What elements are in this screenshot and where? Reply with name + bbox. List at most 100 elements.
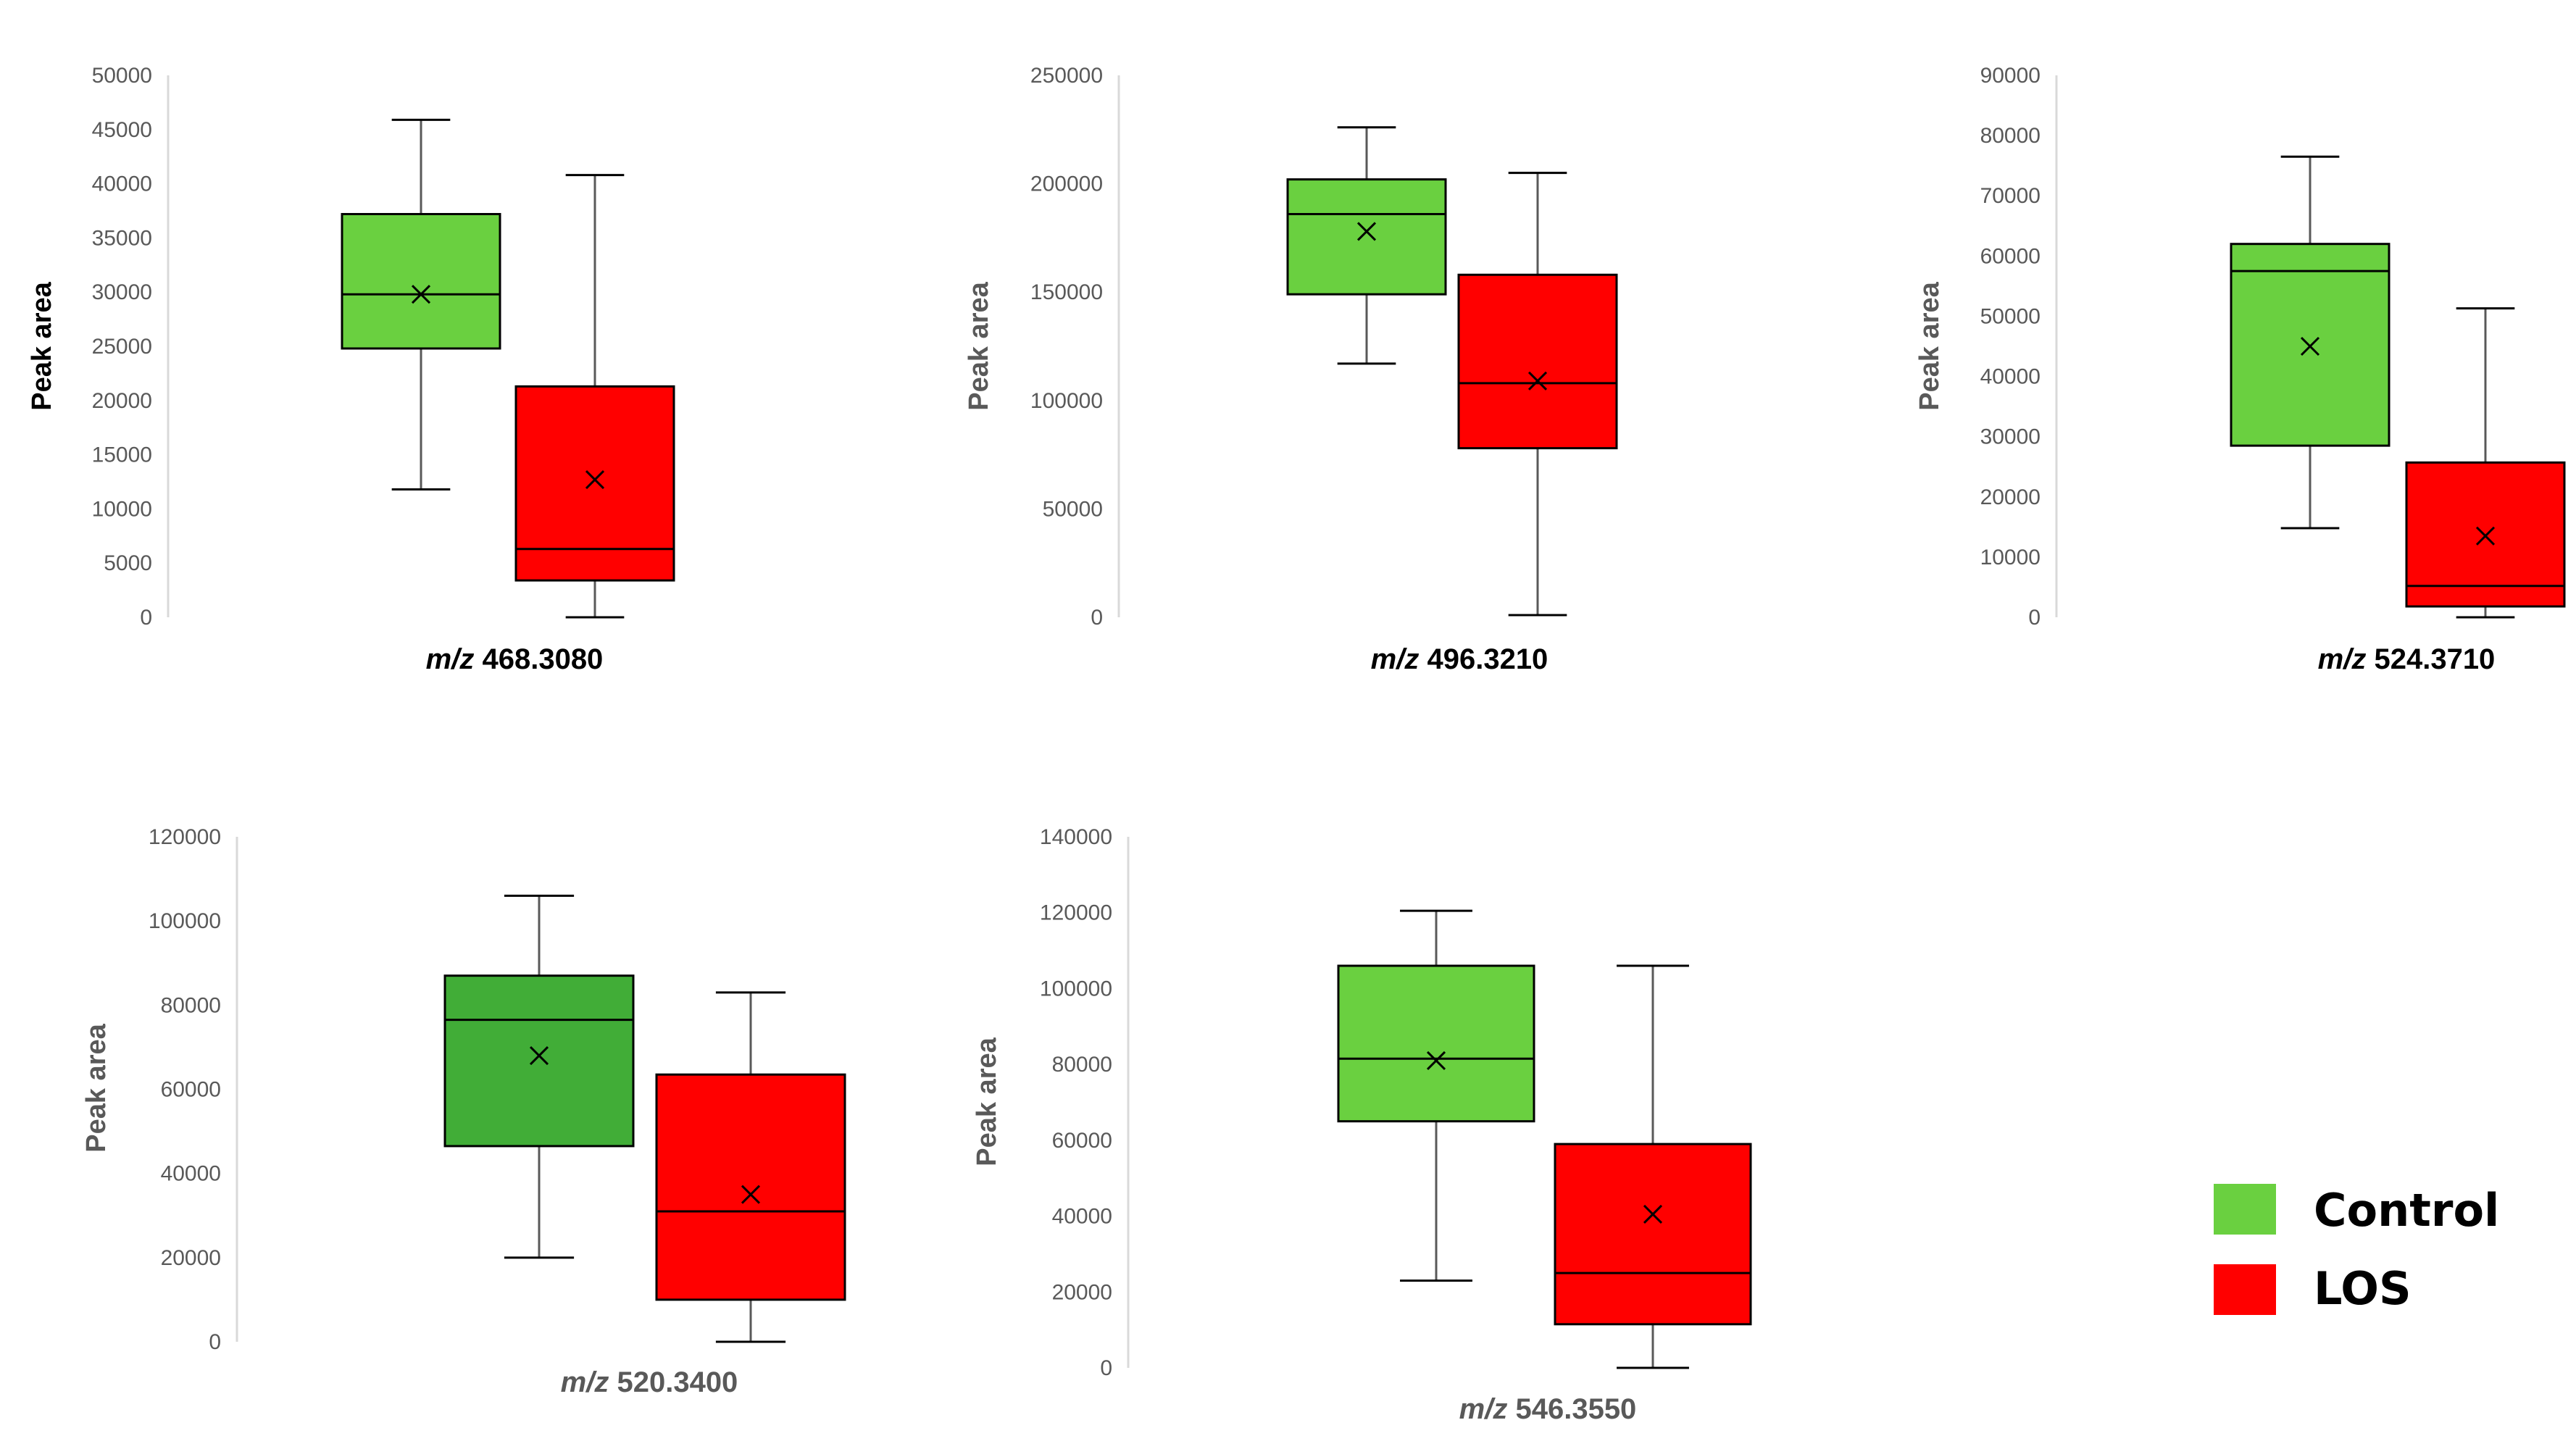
box-los [514, 174, 675, 619]
y-tick-label: 0 [2028, 606, 2041, 630]
chart-title-value: 546.3550 [1515, 1393, 1636, 1425]
mean-marker-stroke [411, 285, 431, 304]
chart-title-prefix: m/z [561, 1366, 617, 1398]
y-axis-title: Peak area [964, 281, 994, 410]
mean-marker-stroke [2475, 526, 2496, 546]
y-tick-label: 50000 [1980, 304, 2041, 328]
y-tick-label: 0 [140, 606, 152, 630]
y-tick-label: 30000 [1980, 425, 2041, 449]
y-tick-label: 50000 [92, 64, 152, 88]
y-tick-label: 20000 [1052, 1280, 1112, 1304]
box-iqr [1337, 964, 1535, 1123]
y-tick-label: 45000 [92, 118, 152, 142]
box-iqr [1554, 1143, 1752, 1326]
mean-marker [1643, 1204, 1663, 1224]
chart-title-prefix: m/z [1459, 1393, 1516, 1425]
mean-marker [2475, 526, 2496, 546]
chart-title-value: 524.3710 [2374, 643, 2495, 675]
y-tick-label: 30000 [92, 280, 152, 304]
y-tick-label: 15000 [92, 443, 152, 467]
legend-label-los: LOS [2314, 1262, 2412, 1315]
y-tick-label: 60000 [1052, 1129, 1112, 1153]
legend-swatch-los [2214, 1264, 2276, 1315]
mean-marker [741, 1185, 761, 1204]
y-axis-title: Peak area [27, 281, 57, 410]
y-tick-label: 20000 [92, 389, 152, 413]
mean-marker [2300, 336, 2320, 356]
y-tick-label: 60000 [161, 1078, 221, 1102]
chart-panel-1: 0 5000 10000 15000 20000 25000 30000 35000 40000… [27, 64, 675, 675]
y-tick-label: 100000 [1040, 977, 1112, 1001]
mean-marker-stroke [529, 1045, 549, 1066]
chart-title-value: 520.3400 [617, 1366, 738, 1398]
mean-marker-stroke [1527, 371, 1548, 391]
box-control [2230, 155, 2390, 530]
mean-marker [1356, 222, 1377, 241]
y-tick-label: 150000 [1030, 280, 1103, 304]
box-control [341, 118, 501, 490]
mean-marker-stroke [1643, 1204, 1663, 1224]
box-los [2405, 307, 2566, 619]
mean-marker-stroke [1356, 222, 1377, 241]
y-tick-label: 60000 [1980, 244, 2041, 268]
box-los [655, 991, 846, 1343]
chart-title: m/z 496.3210 [1371, 643, 1548, 675]
y-axis-title: Peak area [1914, 281, 1945, 410]
y-tick-label: 120000 [149, 825, 221, 849]
chart-panel-2: 0 50000 100000 150000 200000 250000 Peak area m… [964, 64, 1618, 675]
box-los [1554, 964, 1752, 1369]
y-tick-label: 40000 [1052, 1205, 1112, 1229]
y-tick-label: 20000 [161, 1246, 221, 1270]
mean-marker-stroke [741, 1185, 761, 1204]
y-tick-label: 5000 [104, 551, 152, 575]
box-iqr [1286, 178, 1447, 296]
chart-title: m/z 546.3550 [1459, 1393, 1637, 1425]
y-tick-label: 80000 [1980, 124, 2041, 148]
y-tick-label: 100000 [1030, 389, 1103, 413]
y-tick-label: 50000 [1043, 497, 1103, 521]
y-tick-label: 200000 [1030, 172, 1103, 196]
y-tick-label: 0 [1091, 606, 1103, 630]
y-tick-label: 40000 [1980, 365, 2041, 389]
y-tick-label: 80000 [1052, 1053, 1112, 1077]
y-tick-label: 0 [209, 1330, 221, 1354]
y-tick-label: 20000 [1980, 485, 2041, 509]
box-los [1457, 172, 1618, 617]
chart-title: m/z 468.3080 [426, 643, 604, 675]
y-tick-label: 35000 [92, 226, 152, 250]
y-tick-label: 120000 [1040, 901, 1112, 925]
y-tick-label: 90000 [1980, 64, 2041, 88]
box-control [443, 894, 635, 1259]
chart-title-prefix: m/z [2318, 643, 2375, 675]
y-axis-title: Peak area [972, 1037, 1002, 1166]
y-axis-title: Peak area [81, 1023, 112, 1152]
chart-panel-4: 0 20000 40000 60000 80000 100000 120000 Peak ar… [81, 825, 846, 1398]
mean-marker-stroke [585, 469, 605, 490]
chart-title: m/z 524.3710 [2318, 643, 2496, 675]
y-tick-label: 25000 [92, 335, 152, 359]
y-tick-label: 100000 [149, 909, 221, 933]
chart-title-value: 468.3080 [482, 643, 603, 675]
legend: Control LOS [2214, 1184, 2499, 1315]
mean-marker-stroke [1426, 1051, 1446, 1070]
mean-marker [585, 469, 605, 490]
y-tick-label: 40000 [161, 1162, 221, 1186]
mean-marker-stroke [2300, 336, 2320, 356]
y-tick-label: 70000 [1980, 184, 2041, 208]
mean-marker [529, 1045, 549, 1066]
chart-panel-5: 0 20000 40000 60000 80000 100000 120000 140000 P… [972, 825, 1752, 1425]
box-iqr [1457, 273, 1618, 450]
y-tick-label: 10000 [92, 497, 152, 521]
legend-label-control: Control [2314, 1184, 2499, 1237]
y-tick-label: 10000 [1980, 546, 2041, 569]
box-control [1337, 909, 1535, 1282]
legend-swatch-control [2214, 1184, 2276, 1235]
box-iqr [514, 385, 675, 582]
y-tick-label: 0 [1100, 1356, 1112, 1380]
box-iqr [655, 1073, 846, 1301]
chart-title-prefix: m/z [426, 643, 483, 675]
box-iqr [341, 212, 501, 350]
mean-marker [1426, 1051, 1446, 1070]
y-tick-label: 80000 [161, 993, 221, 1017]
